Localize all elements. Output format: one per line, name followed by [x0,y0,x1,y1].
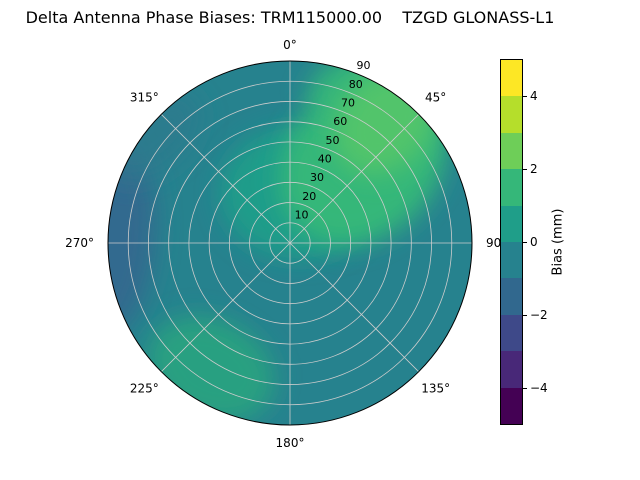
colorbar-band [501,96,522,133]
colorbar-band [501,387,522,425]
radial-tick-label: 70 [341,96,355,109]
colorbar-band [501,60,522,97]
contour-region [108,92,201,181]
grid-spoke [161,114,291,244]
grid-spoke [289,242,419,372]
angular-tick-label: 135° [421,382,450,396]
colorbar-band [501,205,522,243]
outline-circle [107,60,473,426]
colorbar-tick [523,95,527,97]
colorbar-tick-label: −4 [530,381,548,396]
colorbar-band [501,278,522,315]
colorbar-band [501,242,522,279]
colorbar-tick-label: 4 [530,88,538,103]
polar-outline [107,60,473,426]
radial-tick-label: 40 [318,153,332,166]
radial-tick-label: 10 [295,209,309,222]
colorbar-band [501,132,522,170]
angular-tick-label: 0° [283,38,297,52]
colorbar-tick-label: 2 [530,161,538,176]
colorbar-label: Bias (mm) [550,208,566,276]
radial-tick-label: 50 [326,134,340,147]
angular-tick-label: 90 [486,236,501,250]
radial-tick-label: 30 [310,171,324,184]
chart-title: Delta Antenna Phase Biases: TRM115000.00… [25,8,555,27]
contour-fill [108,61,472,425]
angular-tick-label: 270° [65,236,94,250]
grid-spoke [161,242,291,372]
colorbar-tick [523,315,527,317]
radial-tick-label: 80 [349,78,363,91]
radial-tick-label: 20 [302,190,316,203]
radial-tick-label: 90 [356,59,370,72]
colorbar-tick-label: 0 [530,235,538,249]
axis-labels: 0° 45° 90 135° 180° 225° 270° 315° 10 20 30 40 50 60 7… [65,38,501,450]
contour-region [108,139,157,335]
angular-tick-label: 180° [276,436,305,450]
grid-spoke [289,114,419,244]
radial-tick-label: 60 [333,115,347,128]
colorbar-tick [523,242,527,243]
colorbar-band [501,314,522,352]
colorbar [500,59,523,425]
angular-tick-label: 45° [425,90,446,104]
angular-tick-label: 225° [130,382,159,396]
colorbar-tick-label: −2 [530,308,548,323]
colorbar-band [501,351,522,388]
angular-tick-label: 315° [130,90,159,104]
colorbar-tick [523,168,527,170]
colorbar-tick [523,388,527,390]
colorbar-band [501,169,522,206]
polar-grid [108,61,472,425]
